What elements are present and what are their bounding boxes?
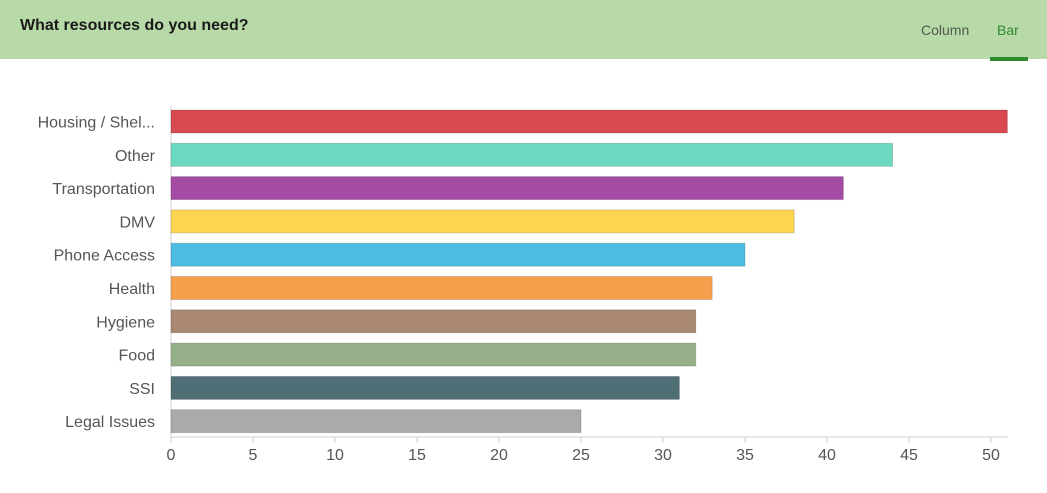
bar-4[interactable]	[170, 242, 746, 267]
category-label-7: Food	[119, 348, 155, 365]
x-tick-label-10: 50	[982, 447, 1000, 464]
x-tick-label-4: 20	[490, 447, 508, 464]
x-tick-label-0: 0	[167, 447, 176, 464]
x-tick-label-7: 35	[736, 447, 754, 464]
bar-2[interactable]	[170, 176, 844, 201]
category-label-9: Legal Issues	[65, 414, 155, 431]
category-label-2: Transportation	[52, 181, 155, 198]
bar-1[interactable]	[170, 142, 894, 167]
bar-5[interactable]	[170, 276, 713, 300]
category-label-8: SSI	[129, 381, 155, 398]
category-label-4: Phone Access	[54, 248, 155, 265]
bar-3[interactable]	[170, 209, 795, 234]
x-tick-label-8: 40	[818, 447, 836, 464]
bar-view-toggle[interactable]: Bar	[997, 22, 1019, 38]
bar-9[interactable]	[170, 409, 582, 434]
x-tick-label-1: 5	[249, 447, 258, 464]
column-view-toggle[interactable]: Column	[921, 22, 970, 38]
bar-0[interactable]	[170, 109, 1008, 134]
bar-6[interactable]	[170, 309, 697, 334]
x-tick-label-9: 45	[900, 447, 918, 464]
x-tick-label-2: 10	[326, 447, 344, 464]
category-label-5: Health	[109, 281, 155, 298]
category-label-1: Other	[115, 148, 156, 165]
bar-7[interactable]	[170, 342, 697, 367]
category-label-6: Hygiene	[96, 314, 155, 331]
active-tab-indicator	[990, 57, 1028, 61]
x-tick-label-6: 30	[654, 447, 672, 464]
x-tick-label-3: 15	[408, 447, 426, 464]
chart-header: What resources do you need? Column Bar	[0, 0, 1047, 59]
category-label-3: DMV	[119, 214, 155, 231]
chart-title: What resources do you need?	[20, 17, 249, 34]
bar-8[interactable]	[170, 375, 680, 400]
x-tick-label-5: 25	[572, 447, 590, 464]
category-label-0: Housing / Shel...	[38, 115, 155, 132]
bar-chart: Housing / Shel... Other Transportation DMV P…	[38, 106, 1008, 464]
